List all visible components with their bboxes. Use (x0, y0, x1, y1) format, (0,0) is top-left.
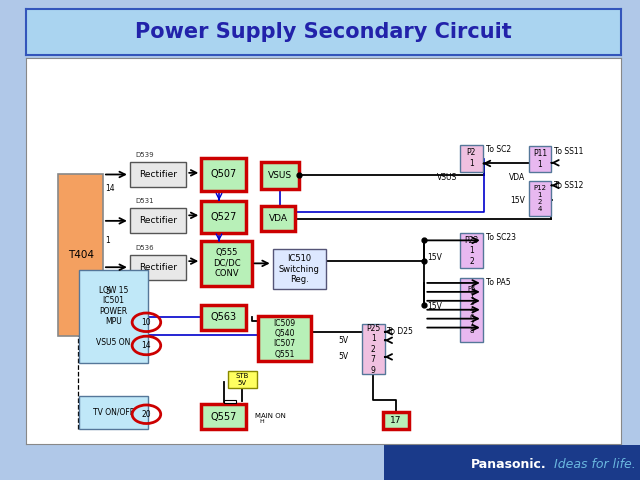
Text: P2
1: P2 1 (467, 148, 476, 168)
Text: TV ON/OFF: TV ON/OFF (93, 408, 134, 417)
Text: P25
1
2
7
9: P25 1 2 7 9 (366, 324, 380, 374)
Bar (201, 305, 246, 330)
Text: To D25: To D25 (387, 327, 413, 336)
Text: To SC23: To SC23 (486, 233, 516, 242)
Text: 5: 5 (106, 288, 110, 297)
Text: 15V: 15V (511, 196, 525, 205)
Text: H: H (259, 420, 264, 424)
Text: 14: 14 (141, 341, 151, 350)
Bar (260, 206, 295, 231)
Text: MAIN ON: MAIN ON (255, 413, 285, 419)
Bar (384, 445, 640, 480)
Text: 14: 14 (106, 184, 115, 192)
Bar (460, 233, 483, 268)
Bar (383, 412, 409, 429)
Text: Q555
DC/DC
CONV: Q555 DC/DC CONV (212, 249, 240, 278)
Text: 20: 20 (141, 410, 151, 419)
Bar (130, 208, 186, 233)
Text: To SS11: To SS11 (554, 147, 584, 156)
Bar (460, 278, 483, 342)
Text: Q557: Q557 (211, 412, 237, 422)
Text: D531: D531 (136, 198, 154, 204)
Text: Rectifier: Rectifier (139, 263, 177, 272)
Bar (201, 404, 246, 429)
Text: To PA5: To PA5 (486, 278, 510, 288)
Text: VDA: VDA (268, 215, 287, 223)
Bar (460, 144, 483, 171)
Bar (130, 255, 186, 280)
Text: IC509
Q540
IC507
Q551: IC509 Q540 IC507 Q551 (273, 319, 296, 359)
Text: Q563: Q563 (211, 312, 237, 323)
Text: P5
1
2
4
6
7
8: P5 1 2 4 6 7 8 (467, 286, 476, 334)
Text: D536: D536 (136, 245, 154, 251)
Text: VSUS: VSUS (268, 171, 292, 180)
Text: 10: 10 (141, 318, 151, 327)
Bar (529, 146, 551, 171)
Text: Q507: Q507 (211, 169, 237, 180)
Text: P23
1
2: P23 1 2 (464, 236, 479, 266)
Text: 17: 17 (390, 416, 401, 425)
Text: 5V: 5V (338, 336, 348, 345)
Text: To SC2: To SC2 (486, 145, 511, 154)
Text: 15V: 15V (428, 302, 442, 312)
Bar (79, 270, 148, 363)
Text: LOW 15
IC501
POWER
MPU

VSU5 ON: LOW 15 IC501 POWER MPU VSU5 ON (96, 286, 131, 347)
Text: Rectifier: Rectifier (139, 170, 177, 179)
Bar (362, 324, 385, 374)
Bar (529, 181, 551, 216)
Text: Rectifier: Rectifier (139, 216, 177, 225)
Text: VSUS: VSUS (437, 173, 457, 182)
Text: IC510
Switching
Reg.: IC510 Switching Reg. (279, 254, 320, 284)
Text: 5V: 5V (338, 352, 348, 361)
Text: STB
5V: STB 5V (236, 373, 249, 386)
Bar (273, 249, 326, 289)
Bar (224, 399, 236, 403)
Bar (228, 371, 257, 388)
Text: To SS12: To SS12 (554, 181, 584, 190)
Text: Q527: Q527 (211, 212, 237, 222)
Bar (58, 174, 103, 336)
Text: Ideas for life.: Ideas for life. (554, 458, 636, 471)
Bar (260, 162, 300, 189)
Text: 15V: 15V (428, 252, 442, 262)
Text: T404: T404 (68, 250, 93, 260)
Text: D539: D539 (136, 152, 154, 158)
Text: P11
1: P11 1 (532, 149, 547, 169)
Text: VDA: VDA (509, 173, 525, 182)
Text: Power Supply Secondary Circuit: Power Supply Secondary Circuit (135, 22, 511, 42)
Text: Panasonic.: Panasonic. (470, 458, 546, 471)
Text: 1: 1 (106, 236, 110, 244)
Bar (258, 316, 311, 361)
Bar (79, 396, 148, 429)
Bar (130, 162, 186, 187)
Bar (201, 241, 252, 286)
Bar (201, 201, 246, 233)
Text: P12
1
2
4: P12 1 2 4 (533, 185, 547, 212)
Bar (201, 158, 246, 191)
